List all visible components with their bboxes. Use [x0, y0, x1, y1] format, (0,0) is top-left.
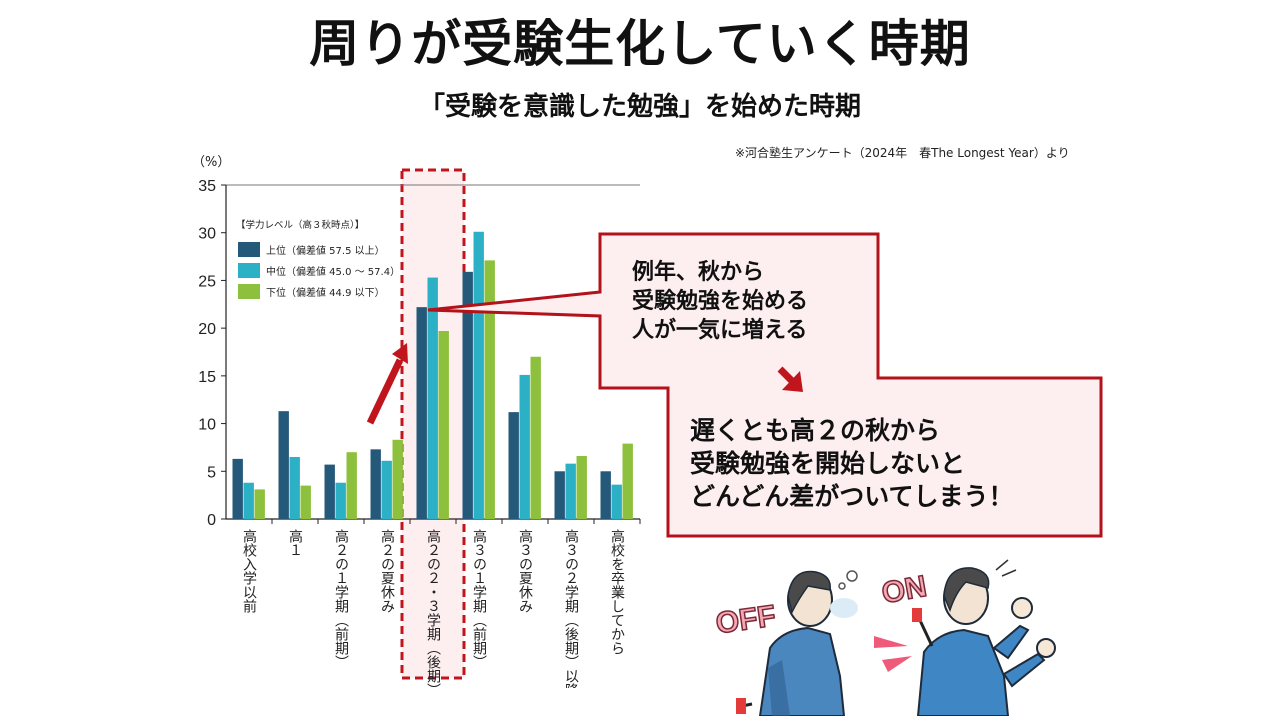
x-tick-label: 高２の夏休み	[379, 528, 395, 613]
bar	[462, 271, 473, 519]
callout-line: 人が一気に増える	[632, 318, 808, 344]
bar	[335, 482, 346, 519]
bar	[416, 307, 427, 519]
rising-arrow-icon	[366, 358, 404, 425]
legend-title: 【学力レベル（高３秋時点）】	[236, 219, 364, 231]
y-tick-label: 0	[207, 512, 216, 529]
rising-arrow-head-icon	[392, 343, 408, 364]
x-tick-label: 高３の夏休み	[517, 528, 533, 613]
bar	[484, 260, 495, 519]
bar-chart: 0 5 10 15 20 25 30 35 （%） 高校入学以前 高１ 高２の１学期（前期） 高２の夏休…	[192, 155, 641, 688]
bar	[565, 463, 576, 519]
bar	[600, 471, 611, 519]
legend-swatch	[238, 242, 260, 257]
y-tick-label: 30	[198, 226, 216, 243]
bar	[243, 482, 254, 519]
x-tick-label: 高校入学以前	[241, 528, 257, 614]
bar	[554, 471, 565, 519]
legend-swatch	[238, 263, 260, 278]
bar	[278, 411, 289, 519]
callout-text-lower: 遅くとも高２の秋から 受験勉強を開始しないと どんどん差がついてしまう！	[690, 414, 1014, 513]
y-tick-label: 10	[198, 417, 216, 434]
callout-line: どんどん差がついてしまう！	[690, 482, 1014, 511]
legend-swatch	[238, 284, 260, 299]
bar	[346, 452, 357, 519]
spark-lines-icon	[874, 636, 912, 672]
callout-line: 遅くとも高２の秋から	[690, 416, 941, 445]
page-subtitle: 「受験を意識した勉強」を始めた時期	[418, 92, 861, 122]
x-tick-label: 高１	[287, 528, 303, 557]
bar	[622, 443, 633, 519]
arrow-down-right-icon	[777, 366, 803, 392]
bar	[576, 456, 587, 519]
y-axis-label: （%）	[192, 155, 230, 170]
x-tick-label: 高校を卒業してから	[609, 528, 625, 655]
y-tick-label: 25	[198, 273, 216, 290]
callout-box-upper	[427, 232, 1103, 538]
callout-line: 受験勉強を開始しないと	[690, 449, 966, 478]
bar	[508, 412, 519, 519]
off-student-figure	[736, 570, 858, 716]
bar	[300, 485, 311, 519]
bar	[370, 449, 381, 519]
legend-label: 上位（偏差値 57.5 以上）	[266, 244, 385, 257]
bar	[438, 331, 449, 519]
callout-line: 受験勉強を始める	[632, 289, 809, 315]
bar	[427, 277, 438, 519]
y-tick-label: 35	[198, 178, 216, 195]
bar	[324, 464, 335, 519]
bar	[381, 460, 392, 519]
bar	[530, 356, 541, 519]
off-on-illustration: OFF ON	[713, 559, 1056, 716]
y-tick-label: 5	[207, 464, 216, 481]
callout-line: 例年、秋から	[632, 260, 765, 285]
bar	[611, 484, 622, 519]
off-label: OFF	[714, 599, 778, 640]
callout-text-upper: 例年、秋から 受験勉強を始める 人が一気に増える	[632, 258, 808, 345]
page-title: 周りが受験生化していく時期	[309, 15, 971, 73]
x-tick-label: 高２の１学期（前期）	[333, 528, 349, 669]
on-student-figure	[912, 559, 1056, 716]
x-tick-label: 高２の２・３学期（後期）	[425, 528, 441, 688]
bar	[473, 231, 484, 519]
legend-label: 下位（偏差値 44.9 以下）	[266, 286, 385, 299]
bar	[289, 456, 300, 519]
source-note: ※河合塾生アンケート（2024年 春The Longest Year）より	[735, 146, 1070, 160]
bar	[519, 374, 530, 519]
x-tick-label: 高３の２学期（後期）以降	[563, 528, 579, 688]
on-label: ON	[879, 570, 929, 610]
y-tick-label: 20	[198, 321, 216, 338]
bar	[392, 439, 403, 519]
x-tick-label: 高３の１学期（前期）	[471, 528, 487, 669]
bar	[254, 489, 265, 519]
bar	[232, 458, 243, 519]
y-tick-label: 15	[198, 369, 216, 386]
legend-label: 中位（偏差値 45.0 ～ 57.4）	[266, 265, 400, 278]
